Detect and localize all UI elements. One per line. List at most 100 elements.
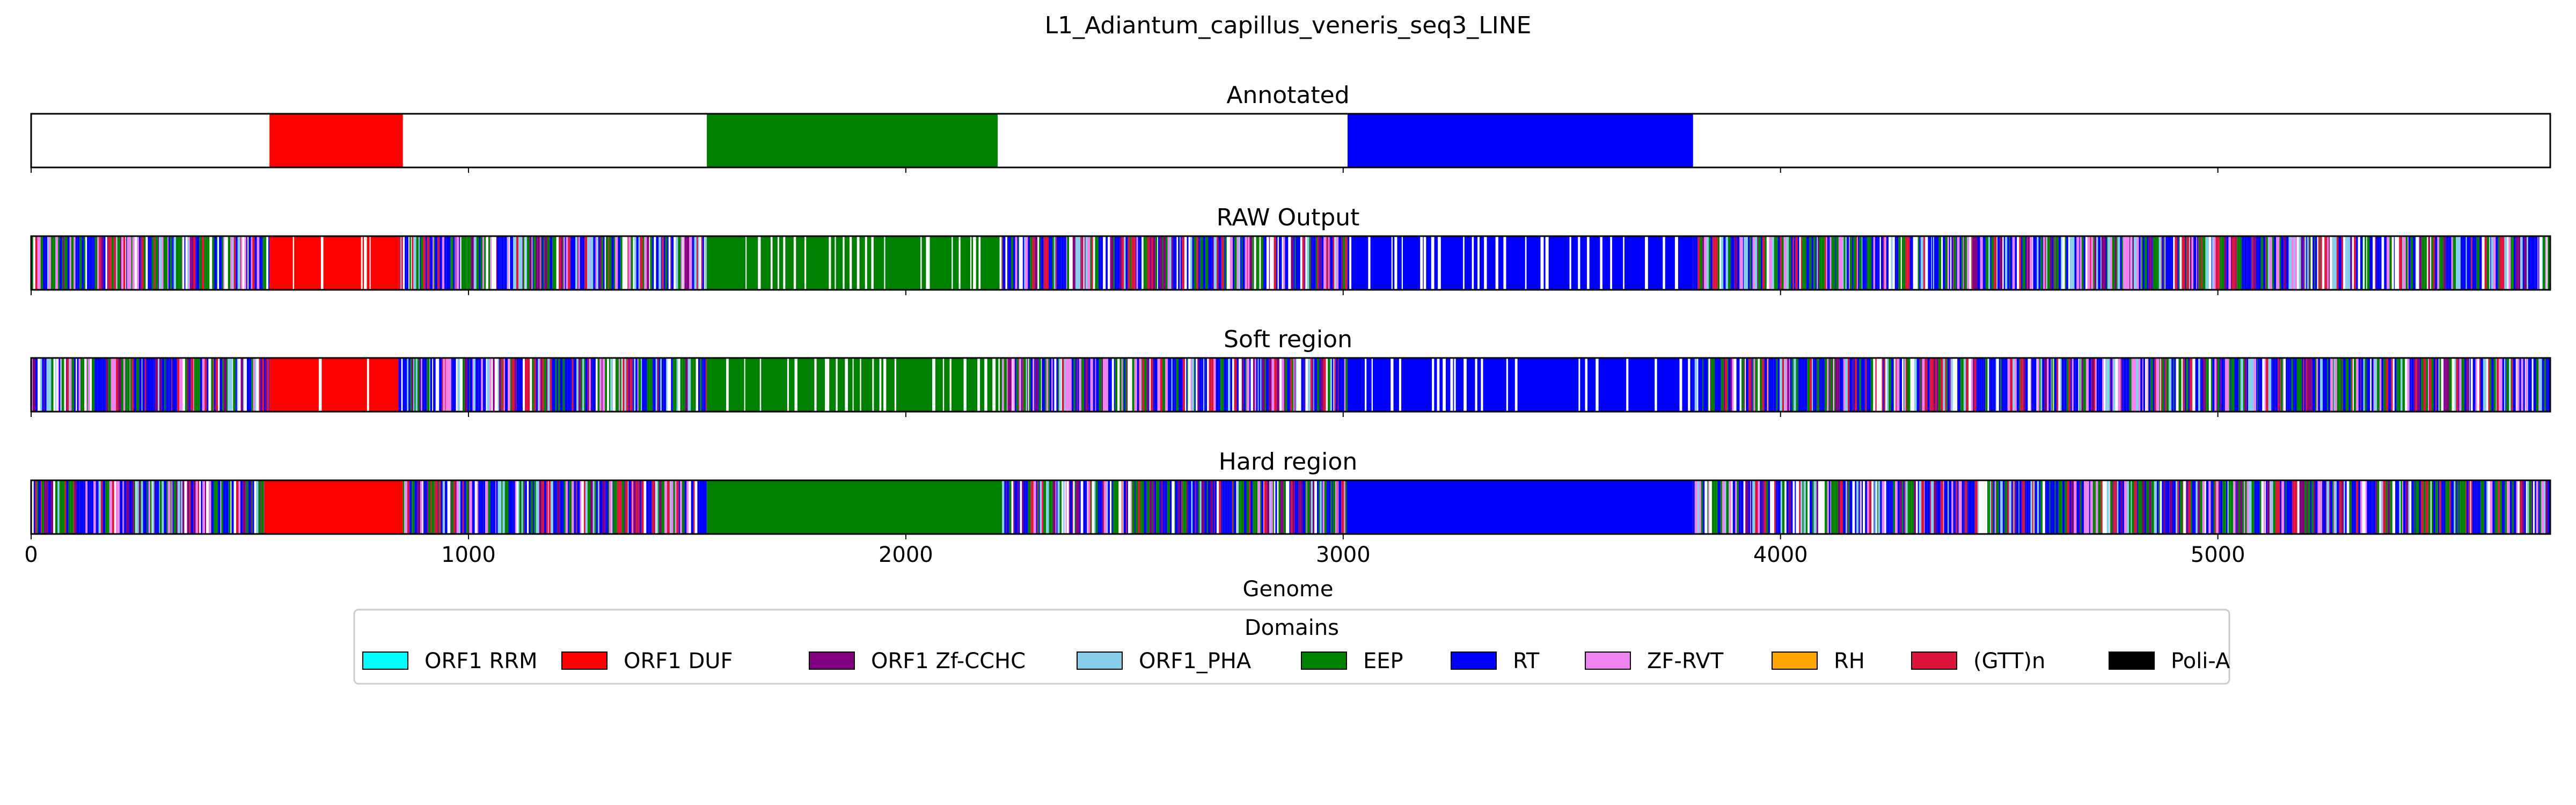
mixed-stripe — [109, 480, 112, 534]
mixed-stripe — [1055, 480, 1057, 534]
mixed-stripe — [1934, 236, 1937, 290]
mixed-stripe — [1804, 358, 1807, 412]
mixed-stripe — [2346, 480, 2350, 534]
mixed-stripe — [511, 236, 514, 290]
legend-label: (GTT)n — [1973, 649, 2045, 674]
mixed-stripe — [1718, 358, 1721, 412]
mixed-stripe — [1303, 358, 1305, 412]
mixed-stripe — [219, 358, 223, 412]
mixed-stripe — [2028, 358, 2031, 412]
mixed-stripe — [117, 236, 120, 290]
mixed-stripe — [1337, 480, 1339, 534]
mixed-stripe — [91, 480, 94, 534]
mixed-stripe — [2516, 358, 2518, 412]
mixed-stripe — [2376, 236, 2378, 290]
mixed-stripe — [2494, 480, 2497, 534]
mixed-stripe — [1945, 236, 1948, 290]
mixed-stripe — [1058, 358, 1059, 412]
mixed-stripe — [207, 358, 209, 412]
mixed-stripe — [2033, 480, 2035, 534]
mixed-stripe — [2423, 358, 2426, 412]
mixed-stripe — [2186, 236, 2190, 290]
mixed-stripe — [1772, 236, 1774, 290]
mixed-stripe — [2281, 480, 2285, 534]
gap-stripe — [318, 358, 322, 412]
mixed-stripe — [456, 480, 459, 534]
mixed-stripe — [2213, 480, 2215, 534]
mixed-stripe — [2115, 358, 2118, 412]
mixed-stripe — [2009, 236, 2010, 290]
mixed-stripe — [181, 480, 183, 534]
mixed-stripe — [65, 358, 67, 412]
mixed-stripe — [598, 358, 600, 412]
mixed-stripe — [159, 480, 162, 534]
mixed-stripe — [2035, 236, 2037, 290]
gap-stripe — [958, 236, 961, 290]
mixed-stripe — [658, 480, 660, 534]
mixed-stripe — [46, 480, 48, 534]
mixed-stripe — [427, 236, 430, 290]
mixed-stripe — [1256, 358, 1258, 412]
mixed-stripe — [2392, 358, 2395, 412]
gap-stripe — [952, 236, 953, 290]
mixed-stripe — [2241, 236, 2243, 290]
mixed-stripe — [2112, 236, 2115, 290]
mixed-stripe — [199, 480, 201, 534]
mixed-stripe — [1780, 480, 1782, 534]
mixed-stripe — [1063, 480, 1065, 534]
legend-label: RH — [1834, 649, 1865, 674]
mixed-stripe — [689, 358, 691, 412]
mixed-stripe — [1714, 480, 1717, 534]
mixed-stripe — [1008, 236, 1012, 290]
mixed-stripe — [695, 236, 697, 290]
mixed-stripe — [2167, 480, 2170, 534]
mixed-stripe — [1818, 480, 1820, 534]
mixed-stripe — [420, 480, 422, 534]
mixed-stripe — [661, 358, 664, 412]
mixed-stripe — [1260, 358, 1262, 412]
mixed-stripe — [1709, 236, 1710, 290]
mixed-stripe — [2345, 358, 2349, 412]
mixed-stripe — [440, 236, 442, 290]
mixed-stripe — [638, 236, 640, 290]
mixed-stripe — [2244, 358, 2247, 412]
legend-swatch — [1451, 652, 1497, 670]
gap-stripe — [1569, 236, 1571, 290]
mixed-stripe — [158, 358, 159, 412]
mixed-stripe — [1904, 236, 1906, 290]
mixed-stripe — [2475, 480, 2477, 534]
mixed-stripe — [502, 480, 505, 534]
mixed-stripe — [1245, 236, 1247, 290]
legend-entry: EEP — [1301, 649, 1403, 674]
mixed-stripe — [2203, 236, 2206, 290]
mixed-stripe — [2196, 480, 2198, 534]
mixed-stripe — [1233, 480, 1234, 534]
mixed-stripe — [480, 236, 483, 290]
mixed-stripe — [126, 480, 129, 534]
mixed-stripe — [539, 358, 540, 412]
mixed-stripe — [241, 236, 243, 290]
mixed-stripe — [258, 480, 261, 534]
mixed-stripe — [621, 480, 625, 534]
mixed-stripe — [169, 358, 170, 412]
mixed-stripe — [2276, 236, 2277, 290]
mixed-stripe — [507, 236, 509, 290]
mixed-stripe — [402, 358, 405, 412]
mixed-stripe — [1021, 480, 1022, 534]
mixed-stripe — [2175, 236, 2178, 290]
mixed-stripe — [1216, 358, 1219, 412]
mixed-stripe — [1758, 480, 1760, 534]
mixed-stripe — [103, 236, 106, 290]
mixed-stripe — [2016, 358, 2019, 412]
mixed-stripe — [1703, 480, 1705, 534]
mixed-stripe — [1167, 236, 1169, 290]
mixed-stripe — [2486, 480, 2488, 534]
gap-stripe — [1475, 358, 1477, 412]
mixed-stripe — [222, 358, 224, 412]
mixed-stripe — [2311, 480, 2314, 534]
mixed-stripe — [2061, 358, 2065, 412]
mixed-stripe — [1752, 358, 1754, 412]
mixed-stripe — [1255, 358, 1256, 412]
mixed-stripe — [1177, 480, 1180, 534]
mixed-stripe — [2315, 358, 2317, 412]
